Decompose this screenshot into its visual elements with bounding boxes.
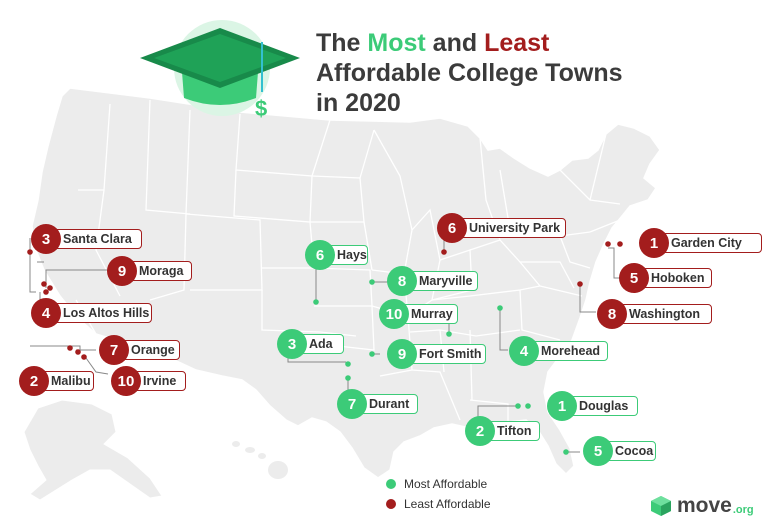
label-maryville: 8 Maryville (387, 266, 478, 296)
rank-badge: 1 (547, 391, 577, 421)
rank-badge: 7 (99, 335, 129, 365)
label-santa-clara: 3 Santa Clara (31, 224, 142, 254)
page-title: The Most and Least Affordable College To… (316, 28, 696, 118)
rank-badge: 10 (111, 366, 141, 396)
label-tifton: 2 Tifton (465, 416, 540, 446)
town-name: Los Altos Hills (63, 306, 150, 320)
rank-badge: 9 (387, 339, 417, 369)
label-malibu: 2 Malibu (19, 366, 94, 396)
rank-badge: 5 (619, 263, 649, 293)
rank-badge: 7 (337, 389, 367, 419)
legend-least: Least Affordable (386, 494, 491, 514)
move-org-logo: move .org (650, 494, 754, 518)
dollar-sign-icon: $ (255, 96, 267, 121)
label-morehead: 4 Morehead (509, 336, 608, 366)
town-name: Malibu (51, 374, 91, 388)
town-name: Maryville (419, 274, 473, 288)
town-name: Irvine (143, 374, 177, 388)
label-fort-smith: 9 Fort Smith (387, 339, 486, 369)
town-name: Durant (369, 397, 410, 411)
legend-most: Most Affordable (386, 474, 491, 494)
label-ada: 3 Ada (277, 329, 344, 359)
cube-icon (651, 496, 671, 516)
label-cocoa: 5 Cocoa (583, 436, 656, 466)
legend-most-label: Most Affordable (404, 477, 488, 491)
town-name: Fort Smith (419, 347, 482, 361)
brand-name: move (677, 494, 732, 517)
red-dot-icon (386, 499, 396, 509)
title-most: Most (367, 29, 426, 57)
rank-badge: 1 (639, 228, 669, 258)
town-name: Morehead (541, 344, 601, 358)
label-hoboken: 5 Hoboken (619, 263, 712, 293)
town-name: Orange (131, 343, 175, 357)
rank-badge: 5 (583, 436, 613, 466)
label-durant: 7 Durant (337, 389, 418, 419)
hawaii-land (232, 441, 288, 479)
town-name: Washington (629, 307, 701, 321)
label-orange: 7 Orange (99, 335, 180, 365)
town-name: Hoboken (651, 271, 705, 285)
rank-badge: 2 (19, 366, 49, 396)
town-name: Ada (309, 337, 333, 351)
title-line-2: Affordable College Towns (316, 59, 623, 87)
rank-badge: 6 (305, 240, 335, 270)
rank-badge: 2 (465, 416, 495, 446)
town-name: Hays (337, 248, 367, 262)
rank-badge: 4 (509, 336, 539, 366)
rank-badge: 3 (31, 224, 61, 254)
rank-badge: 10 (379, 299, 409, 329)
town-name: Santa Clara (63, 232, 132, 246)
label-moraga: 9 Moraga (107, 256, 192, 286)
brand-suffix: .org (732, 503, 754, 516)
title-text: and (425, 29, 485, 57)
title-line-3: in 2020 (316, 89, 401, 117)
town-name: Tifton (497, 424, 532, 438)
label-irvine: 10 Irvine (111, 366, 186, 396)
alaska-land (23, 399, 163, 501)
title-least: Least (484, 29, 550, 57)
label-garden-city: 1 Garden City (639, 228, 762, 258)
legend: Most Affordable Least Affordable (386, 474, 491, 514)
title-text: The (316, 29, 368, 57)
label-washington: 8 Washington (597, 299, 712, 329)
label-murray: 10 Murray (379, 299, 458, 329)
graduation-cap-icon (140, 20, 300, 116)
legend-least-label: Least Affordable (404, 497, 491, 511)
town-name: Moraga (139, 264, 184, 278)
label-los-altos-hills: 4 Los Altos Hills (31, 298, 152, 328)
town-name: Cocoa (615, 444, 654, 458)
green-dot-icon (386, 479, 396, 489)
town-name: Douglas (579, 399, 629, 413)
least-affordable-dots (27, 241, 623, 360)
town-name: Murray (411, 307, 453, 321)
label-hays: 6 Hays (305, 240, 368, 270)
most-affordable-dots (313, 279, 569, 455)
town-name: Garden City (671, 236, 742, 250)
rank-badge: 4 (31, 298, 61, 328)
town-name: University Park (469, 221, 561, 235)
rank-badge: 8 (387, 266, 417, 296)
label-university-park: 6 University Park (437, 213, 566, 243)
rank-badge: 9 (107, 256, 137, 286)
rank-badge: 8 (597, 299, 627, 329)
rank-badge: 6 (437, 213, 467, 243)
label-douglas: 1 Douglas (547, 391, 638, 421)
rank-badge: 3 (277, 329, 307, 359)
